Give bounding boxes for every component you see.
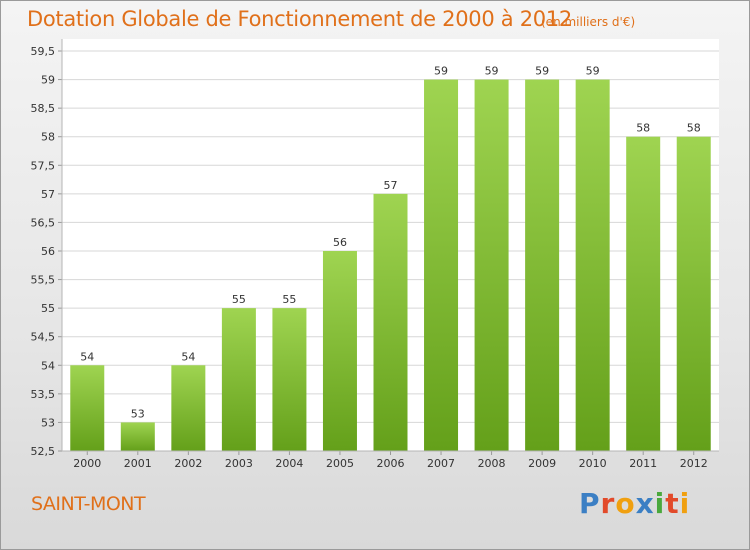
bar-2012: [676, 136, 711, 451]
data-label: 53: [131, 407, 145, 420]
y-tick-label: 54: [41, 359, 55, 372]
bar-2005: [322, 251, 357, 451]
data-label: 59: [535, 65, 549, 78]
x-tick-label: 2009: [528, 457, 556, 470]
data-label: 54: [80, 350, 94, 363]
data-label: 55: [282, 293, 296, 306]
y-tick-label: 53: [41, 416, 55, 429]
y-tick-label: 56: [41, 245, 55, 258]
data-label: 59: [434, 65, 448, 78]
proxiti-logo: Proxiti: [579, 487, 691, 520]
data-label: 57: [384, 179, 398, 192]
x-tick-label: 2004: [275, 457, 303, 470]
data-label: 56: [333, 236, 347, 249]
commune-name: SAINT-MONT: [31, 493, 146, 515]
y-tick-label: 57,5: [31, 159, 56, 172]
data-label: 59: [586, 65, 600, 78]
y-tick-label: 53,5: [31, 388, 56, 401]
data-label: 58: [687, 122, 701, 135]
data-label: 58: [636, 122, 650, 135]
data-label: 59: [485, 65, 499, 78]
y-tick-label: 58,5: [31, 102, 56, 115]
y-tick-label: 55,5: [31, 274, 56, 287]
x-tick-label: 2006: [377, 457, 405, 470]
bar-2002: [171, 365, 206, 451]
bar-2009: [525, 79, 560, 452]
y-tick-label: 52,5: [31, 445, 56, 458]
x-tick-label: 2005: [326, 457, 354, 470]
bar-2001: [120, 422, 155, 451]
y-tick-label: 54,5: [31, 331, 56, 344]
x-tick-label: 2001: [124, 457, 152, 470]
data-label: 55: [232, 293, 246, 306]
x-tick-label: 2000: [73, 457, 101, 470]
chart-title: Dotation Globale de Fonctionnement de 20…: [27, 7, 572, 31]
x-tick-label: 2002: [174, 457, 202, 470]
bar-2000: [70, 365, 105, 451]
bar-2007: [424, 79, 459, 452]
y-tick-label: 59: [41, 74, 55, 87]
data-label: 54: [181, 350, 195, 363]
y-tick-label: 56,5: [31, 216, 56, 229]
bar-2004: [272, 308, 307, 451]
y-tick-label: 57: [41, 188, 55, 201]
x-tick-label: 2012: [680, 457, 708, 470]
bar-2010: [575, 79, 610, 452]
x-tick-label: 2008: [478, 457, 506, 470]
x-tick-label: 2003: [225, 457, 253, 470]
y-tick-label: 59,5: [31, 45, 56, 58]
chart-units: (en milliers d'€): [541, 15, 636, 29]
y-tick-label: 55: [41, 302, 55, 315]
x-tick-label: 2011: [629, 457, 657, 470]
y-tick-label: 58: [41, 131, 55, 144]
bar-2003: [221, 308, 256, 451]
x-tick-label: 2010: [579, 457, 607, 470]
x-tick-label: 2007: [427, 457, 455, 470]
bar-2008: [474, 79, 509, 452]
bar-2011: [626, 136, 661, 451]
bar-2006: [373, 193, 408, 451]
